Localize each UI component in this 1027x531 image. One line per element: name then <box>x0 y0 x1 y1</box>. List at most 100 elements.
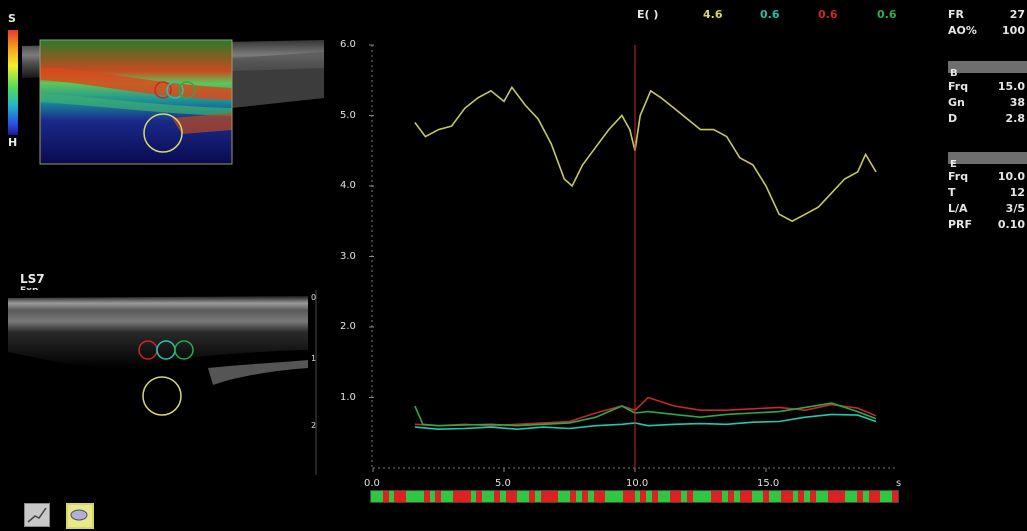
timeline-segment <box>482 491 489 502</box>
timeline-segment <box>675 491 682 502</box>
timeline-segment <box>429 491 436 502</box>
timeline-segment <box>499 491 507 502</box>
depth-tick-2: 2 <box>311 421 317 430</box>
timeline-segment <box>652 491 659 502</box>
timeline-segment <box>435 491 442 502</box>
timeline-segment <box>622 491 630 502</box>
timeline-segment <box>558 491 565 502</box>
y-tick-label: 1.0 <box>340 391 356 403</box>
timeline-segment <box>868 491 876 502</box>
timeline-segment <box>693 491 700 502</box>
timeline-segment <box>400 491 407 502</box>
timeline-segment <box>704 491 712 502</box>
timeline-segment <box>523 491 530 502</box>
timeline-segment <box>587 491 595 502</box>
timeline-segment <box>458 491 466 502</box>
timeline-segment <box>816 491 823 502</box>
timeline-segment <box>698 491 706 502</box>
timeline-segment <box>845 491 852 502</box>
timeline-segment <box>546 491 554 502</box>
timeline-segment <box>763 491 770 502</box>
timeline-segment <box>452 491 460 502</box>
timeline-segment <box>798 491 805 502</box>
timeline-segment <box>599 491 606 502</box>
x-tick-label: 5.0 <box>495 478 511 489</box>
depth-tick-0: 0 <box>311 293 317 302</box>
roi-shape-thumbnail-icon[interactable] <box>66 503 94 529</box>
b-mode-image[interactable] <box>8 290 326 475</box>
x-tick-label: 10.0 <box>626 478 649 489</box>
timeline-segment <box>417 491 425 502</box>
e-section-header: E <box>948 152 1027 170</box>
timeline-segment <box>886 491 893 502</box>
timeline-segment <box>470 491 477 502</box>
timeline-segment <box>710 491 717 502</box>
timeline-segment <box>663 491 671 502</box>
timeline-segment <box>851 491 858 502</box>
series-line-0 <box>414 85 877 223</box>
elasticity-time-chart <box>369 44 897 472</box>
timeline-segment <box>827 491 835 502</box>
timeline-segment <box>388 491 395 502</box>
timeline-segment <box>616 491 624 502</box>
timeline-segment <box>476 491 483 502</box>
timeline-segment <box>892 491 899 502</box>
timeline-segment <box>657 491 665 502</box>
param-e-t: T 12 <box>948 186 1025 199</box>
param-e-frq: Frq 10.0 <box>948 170 1025 183</box>
timeline-segment <box>821 491 829 502</box>
timeline-segment <box>739 491 747 502</box>
elasticity-value-cyan: 0.6 <box>760 8 780 21</box>
elastography-image[interactable] <box>22 38 324 168</box>
timeline-segment <box>745 491 753 502</box>
probe-name: LS7 <box>20 272 45 286</box>
timeline-segment <box>411 491 419 502</box>
timeline-segment <box>786 491 794 502</box>
timeline-segment <box>493 491 501 502</box>
timeline-segment <box>687 491 694 502</box>
y-tick-label: 6.0 <box>340 39 356 50</box>
timeline-segment <box>716 491 723 502</box>
y-tick-label: 3.0 <box>340 250 356 262</box>
timeline-segment <box>581 491 589 502</box>
timeline-segment <box>862 491 870 502</box>
timeline-segment <box>628 491 635 502</box>
timeline-segment <box>634 491 641 502</box>
timeline-segment <box>780 491 788 502</box>
scale-bottom-label: H <box>8 136 18 149</box>
timeline-segment <box>441 491 448 502</box>
timeline-segment <box>529 491 536 502</box>
timeline-segment <box>857 491 864 502</box>
strain-graph-thumbnail-icon[interactable] <box>24 503 50 527</box>
param-e-prf: PRF 0.10 <box>948 218 1025 231</box>
timeline-segment <box>511 491 518 502</box>
timeline-segment <box>394 491 401 502</box>
timeline-segment <box>552 491 559 502</box>
y-tick-label: 5.0 <box>340 109 356 121</box>
timeline-segment <box>423 491 431 502</box>
strain-color-scale <box>8 30 18 135</box>
param-b-frq: Frq 15.0 <box>948 80 1025 93</box>
y-tick-label: 4.0 <box>340 180 356 191</box>
depth-tick-1: 1 <box>311 354 317 363</box>
timeline-segment <box>564 491 571 502</box>
x-tick-label: 0.0 <box>364 478 380 489</box>
timeline-segment <box>775 491 782 502</box>
scale-top-label: S <box>8 12 16 25</box>
x-axis-unit: s <box>896 478 902 489</box>
timeline-segment <box>517 491 524 502</box>
timeline-segment <box>804 491 811 502</box>
timeline-segment <box>792 491 799 502</box>
timeline-segment <box>611 491 618 502</box>
timeline-segment <box>575 491 583 502</box>
timeline-segment <box>728 491 735 502</box>
timeline-segment <box>669 491 676 502</box>
y-tick-label: 2.0 <box>340 321 356 332</box>
param-b-gn: Gn 38 <box>948 96 1025 109</box>
timeline-segment <box>464 491 472 502</box>
timeline-segment <box>406 491 413 502</box>
param-ao: AO% 100 <box>948 24 1025 37</box>
frame-timeline-bar[interactable] <box>370 490 899 503</box>
x-tick-label: 15.0 <box>757 478 780 489</box>
timeline-segment <box>640 491 647 502</box>
